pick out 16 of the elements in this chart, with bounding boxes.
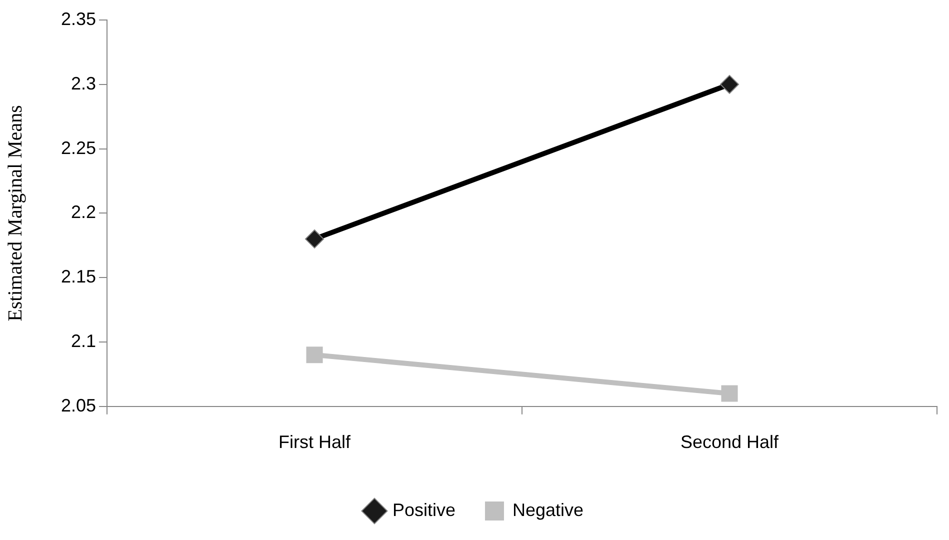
y-tick-label: 2.1: [71, 330, 96, 351]
y-tick-label: 2.25: [60, 138, 96, 158]
y-tick-label: 2.05: [60, 395, 96, 416]
y-axis-title: Estimated Marginal Means: [4, 104, 26, 322]
x-tick-label: Second Half: [680, 432, 780, 452]
y-tick-label: 2.35: [60, 8, 96, 29]
legend-label: Positive: [392, 500, 456, 520]
point: [306, 346, 323, 364]
point: [305, 229, 324, 248]
point: [721, 385, 738, 402]
legend-label: Negative: [512, 500, 584, 520]
x-tick-label: First Half: [278, 432, 352, 452]
y-tick-label: 2.2: [71, 202, 96, 222]
y-tick-label: 2.3: [71, 73, 96, 94]
y-tick-label: 2.15: [60, 266, 96, 287]
point: [720, 74, 740, 94]
